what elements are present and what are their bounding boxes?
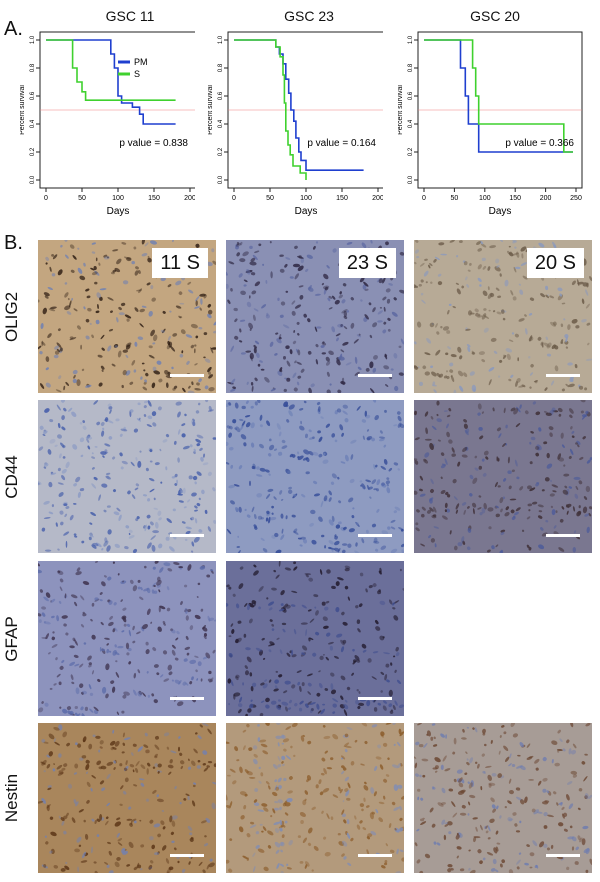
y-tick-label: 1.0	[218, 35, 224, 44]
x-tick-label: 0	[422, 195, 426, 202]
ihc-image	[226, 400, 404, 553]
x-tick-label: 200	[184, 195, 195, 202]
km-plot-gsc20: 0.0 0.2 0.4 0.6 0.8 1.0 0 50 100 150 200 250 Days Per…	[398, 31, 583, 216]
stain-label-cd44: CD44	[2, 454, 21, 499]
survival-curve-s	[424, 39, 573, 153]
ihc-image	[38, 561, 216, 716]
scale-bar	[546, 854, 580, 857]
panel-a-label: A.	[4, 18, 23, 40]
y-axis-label: Percent survival	[398, 85, 404, 135]
y-tick-label: 0.0	[218, 175, 224, 184]
scale-bar	[170, 534, 204, 537]
scale-bar	[170, 697, 204, 700]
x-tick-label: 100	[479, 195, 491, 202]
x-tick-label: 150	[336, 195, 348, 202]
x-tick-label: 50	[78, 195, 86, 202]
ihc-image: 11 S	[38, 240, 216, 393]
km-plot-gsc23: 0.0 0.2 0.4 0.6 0.8 1.0 0 50 100 150 200 Days Percen…	[208, 31, 383, 216]
y-tick-label: 0.0	[408, 175, 414, 184]
y-tick-label: 0.0	[30, 175, 36, 184]
scale-bar	[358, 697, 392, 700]
x-tick-label: 50	[451, 195, 459, 202]
x-tick-label: 50	[266, 195, 274, 202]
survival-curve-s	[234, 39, 307, 180]
tissue-texture	[38, 400, 216, 553]
survival-curve-s	[46, 39, 176, 101]
km-plot-gsc11: 0.0 0.2 0.4 0.6 0.8 1.0 0 50 100 150 200 Days Percen…	[20, 31, 195, 216]
y-tick-label: 0.8	[218, 63, 224, 72]
p-value-annotation: p value = 0.164	[307, 138, 376, 149]
y-tick-label: 0.4	[408, 119, 414, 128]
y-tick-label: 1.0	[30, 35, 36, 44]
scale-bar	[358, 534, 392, 537]
y-tick-label: 0.6	[30, 91, 36, 100]
ihc-image	[38, 400, 216, 553]
x-tick-label: 100	[112, 195, 124, 202]
y-tick-label: 0.4	[30, 119, 36, 128]
tissue-texture	[414, 240, 592, 393]
x-axis-label: Days	[489, 206, 512, 216]
stain-label-nestin: Nestin	[2, 773, 21, 823]
ihc-image: 20 S	[414, 240, 592, 393]
ihc-image	[414, 723, 592, 873]
y-axis-label: Percent survival	[20, 85, 26, 135]
y-tick-label: 1.0	[408, 35, 414, 44]
tissue-texture	[414, 723, 592, 873]
y-tick-label: 0.8	[30, 63, 36, 72]
x-tick-label: 200	[540, 195, 552, 202]
y-tick-label: 0.6	[218, 91, 224, 100]
p-value-annotation: p value = 0.838	[119, 138, 188, 149]
scale-bar	[170, 374, 204, 377]
tissue-texture	[226, 561, 404, 716]
y-tick-label: 0.6	[408, 91, 414, 100]
ihc-image: 23 S	[226, 240, 404, 393]
scale-bar	[358, 374, 392, 377]
scale-bar	[546, 374, 580, 377]
tissue-texture	[38, 561, 216, 716]
sample-label: 20 S	[526, 248, 584, 278]
x-tick-label: 150	[509, 195, 521, 202]
y-axis-label: Percent survival	[208, 85, 214, 135]
tissue-texture	[226, 400, 404, 553]
x-tick-label: 250	[570, 195, 582, 202]
x-tick-label: 200	[372, 195, 383, 202]
scale-bar	[170, 854, 204, 857]
sample-label: 11 S	[152, 248, 208, 278]
plot-title-gsc11: GSC 11	[105, 8, 155, 24]
y-tick-label: 0.2	[408, 147, 414, 156]
x-axis-label: Days	[295, 206, 318, 216]
y-tick-label: 0.8	[408, 63, 414, 72]
ihc-image	[414, 400, 592, 553]
plot-title-gsc20: GSC 20	[470, 8, 520, 24]
survival-curve-pm	[234, 39, 364, 171]
scale-bar	[546, 534, 580, 537]
x-tick-label: 0	[232, 195, 236, 202]
y-tick-label: 0.2	[218, 147, 224, 156]
scale-bar	[358, 854, 392, 857]
stain-label-gfap: GFAP	[2, 615, 21, 662]
survival-curve-pm	[424, 39, 573, 153]
legend-label: S	[134, 69, 140, 79]
tissue-texture	[414, 400, 592, 553]
x-tick-label: 0	[44, 195, 48, 202]
legend-label: PM	[134, 57, 148, 67]
ihc-image	[226, 723, 404, 873]
plot-title-gsc23: GSC 23	[284, 8, 334, 24]
panel-b-label: B.	[4, 232, 23, 254]
sample-label: 23 S	[338, 248, 396, 278]
x-axis-label: Days	[107, 206, 130, 216]
stain-label-olig2: OLIG2	[2, 291, 21, 342]
survival-curve-pm	[46, 39, 176, 125]
x-tick-label: 150	[148, 195, 160, 202]
y-tick-label: 0.4	[218, 119, 224, 128]
x-tick-label: 100	[300, 195, 312, 202]
y-tick-label: 0.2	[30, 147, 36, 156]
tissue-texture	[38, 240, 216, 393]
p-value-annotation: p value = 0.366	[505, 138, 574, 149]
tissue-texture	[38, 723, 216, 873]
ihc-image	[38, 723, 216, 873]
ihc-image	[226, 561, 404, 716]
tissue-texture	[226, 723, 404, 873]
